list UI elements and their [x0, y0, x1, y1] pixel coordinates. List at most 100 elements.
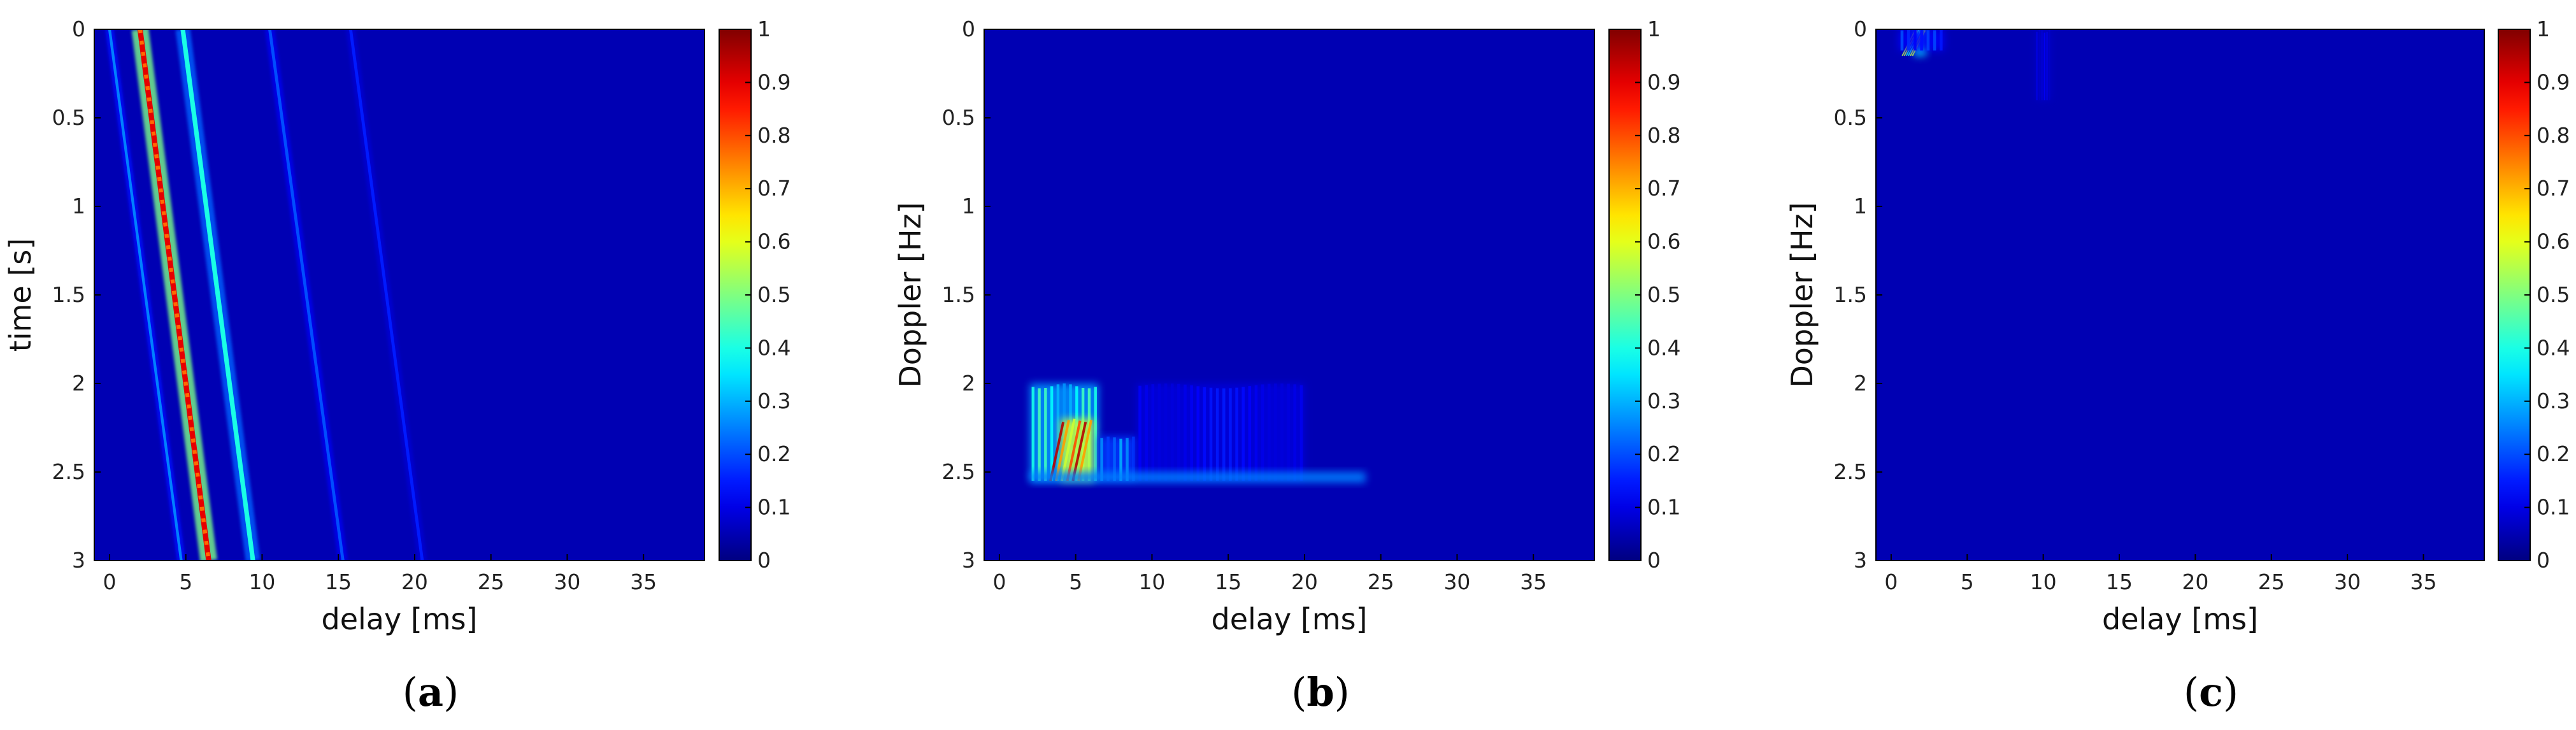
- streak-0: [108, 29, 183, 561]
- colorbar-tick-label: 0.6: [2537, 229, 2570, 254]
- x-tick-label: 20: [1291, 569, 1318, 594]
- y-tick-label: 3: [1854, 548, 1867, 573]
- streak-3: [268, 29, 345, 561]
- colorbar-tick-label: 0.1: [757, 495, 791, 520]
- streak-2: [180, 29, 255, 561]
- colorbar-tick-label: 0.3: [757, 389, 791, 413]
- y-tick-label: 0.5: [942, 105, 975, 130]
- y-tick-label: 1: [72, 194, 85, 218]
- x-tick-label: 30: [2334, 569, 2361, 594]
- hot-stripe-1-1: [1054, 420, 1070, 482]
- x-tick-label: 0: [1884, 569, 1898, 594]
- y-axis-label: Doppler [Hz]: [1785, 202, 1819, 387]
- colorbar-tick-label: 0.5: [757, 282, 791, 307]
- x-tick-label: 35: [1520, 569, 1547, 594]
- hot-stripe-1-2: [1060, 419, 1076, 482]
- x-tick-label: 25: [478, 569, 504, 594]
- y-tick-label: 2.5: [942, 459, 975, 484]
- y-tick-label: 2: [72, 371, 85, 396]
- x-axis-label: delay [ms]: [2102, 602, 2258, 636]
- x-tick-label: 15: [1215, 569, 1241, 594]
- y-tick-label: 0.5: [1834, 105, 1867, 130]
- y-tick-label: 1.5: [942, 282, 975, 307]
- x-tick-label: 5: [1069, 569, 1082, 594]
- heatmap-features: [1898, 29, 2051, 101]
- colorbar-tick-label: 0.2: [1647, 441, 1680, 466]
- x-tick-label: 0: [992, 569, 1006, 594]
- y-tick-label: 0: [72, 17, 85, 41]
- panel-caption: (b): [1291, 669, 1350, 715]
- y-axis-label: Doppler [Hz]: [893, 202, 927, 387]
- heatmap-background: [94, 29, 705, 561]
- y-tick-label: 3: [962, 548, 975, 573]
- blob-region-3: [1136, 383, 1305, 481]
- x-tick-label: 10: [2030, 569, 2057, 594]
- colorbar-tick-label: 0: [757, 548, 771, 573]
- colorbar-tick-label: 0.4: [757, 335, 791, 360]
- colorbar-tick-label: 0.2: [2537, 441, 2570, 466]
- colorbar-tick-label: 0.1: [1647, 495, 1680, 520]
- y-tick-label: 1: [962, 194, 975, 218]
- colorbar-tick-label: 1: [1647, 17, 1661, 41]
- x-tick-label: 35: [2410, 569, 2437, 594]
- colorbar-tick-label: 0.8: [757, 123, 791, 148]
- blob-region-2: [2035, 29, 2051, 101]
- panel-caption: (c): [2184, 669, 2238, 715]
- colorbar-tick-label: 0.4: [2537, 335, 2570, 360]
- y-tick-label: 0: [1854, 17, 1867, 41]
- colorbar-tick-label: 0.3: [1647, 389, 1680, 413]
- colorbar: 0 0.1 0.2 0.3 0.4 0.5 0.6 0.7 0.8 0.9 1: [1608, 17, 1680, 573]
- colorbar-gradient: [1608, 29, 1642, 561]
- x-tick-label: 30: [1443, 569, 1470, 594]
- hot-stripe-1-4: [1071, 421, 1087, 482]
- colorbar-tick-label: 0.9: [1647, 69, 1680, 94]
- y-tick-label: 0: [962, 17, 975, 41]
- x-tick-label: 10: [248, 569, 275, 594]
- x-tick-label: 0: [103, 569, 116, 594]
- hot-region-1: [1049, 419, 1094, 482]
- hot-stripe-1-5: [1077, 420, 1092, 482]
- x-tick-label: 35: [630, 569, 657, 594]
- colorbar-tick-label: 0.9: [757, 69, 791, 94]
- panel-caption: (a): [403, 669, 459, 715]
- y-tick-label: 1: [1854, 194, 1867, 218]
- colorbar-tick-label: 0.8: [1647, 123, 1680, 148]
- colorbar-tick-label: 0.6: [1647, 229, 1680, 254]
- heatmap-features: [1029, 383, 1366, 483]
- hot-stripe-1-0: [1049, 421, 1065, 482]
- x-tick-label: 10: [1138, 569, 1165, 594]
- x-tick-label: 5: [179, 569, 192, 594]
- colorbar-tick-label: 0.8: [2537, 123, 2570, 148]
- x-tick-label: 20: [2182, 569, 2208, 594]
- colorbar-tick-label: 0: [1647, 548, 1661, 573]
- y-tick-label: 2: [962, 371, 975, 396]
- colorbar-tick-label: 0.3: [2537, 389, 2570, 413]
- colorbar-tick-label: 0.5: [2537, 282, 2570, 307]
- colorbar-tick-label: 0: [2537, 548, 2550, 573]
- x-axis-label: delay [ms]: [322, 602, 478, 636]
- y-tick-label: 3: [72, 548, 85, 573]
- x-tick-label: 20: [401, 569, 428, 594]
- colorbar-tick-label: 0.2: [757, 441, 791, 466]
- x-tick-label: 15: [325, 569, 352, 594]
- blob-region-1: [1898, 29, 1945, 51]
- colorbar-tick-label: 0.6: [757, 229, 791, 254]
- hot-stripe-1-3: [1066, 420, 1082, 482]
- colorbar-tick-label: 0.7: [757, 176, 791, 201]
- x-tick-label: 5: [1961, 569, 1974, 594]
- colorbar-tick-label: 0.5: [1647, 282, 1680, 307]
- heatmap-features: [105, 29, 427, 561]
- blob-base-2: [2035, 29, 2051, 101]
- x-tick-label: 25: [2258, 569, 2285, 594]
- band-4: [1029, 472, 1366, 483]
- colorbar: 0 0.1 0.2 0.3 0.4 0.5 0.6 0.7 0.8 0.9 1: [719, 17, 791, 573]
- y-tick-label: 1.5: [1834, 282, 1867, 307]
- colorbar-tick-label: 1: [2537, 17, 2550, 41]
- colorbar-tick-label: 0.7: [2537, 176, 2570, 201]
- y-tick-label: 2: [1854, 371, 1867, 396]
- y-tick-label: 2.5: [52, 459, 85, 484]
- colorbar: 0 0.1 0.2 0.3 0.4 0.5 0.6 0.7 0.8 0.9 1: [2498, 17, 2570, 573]
